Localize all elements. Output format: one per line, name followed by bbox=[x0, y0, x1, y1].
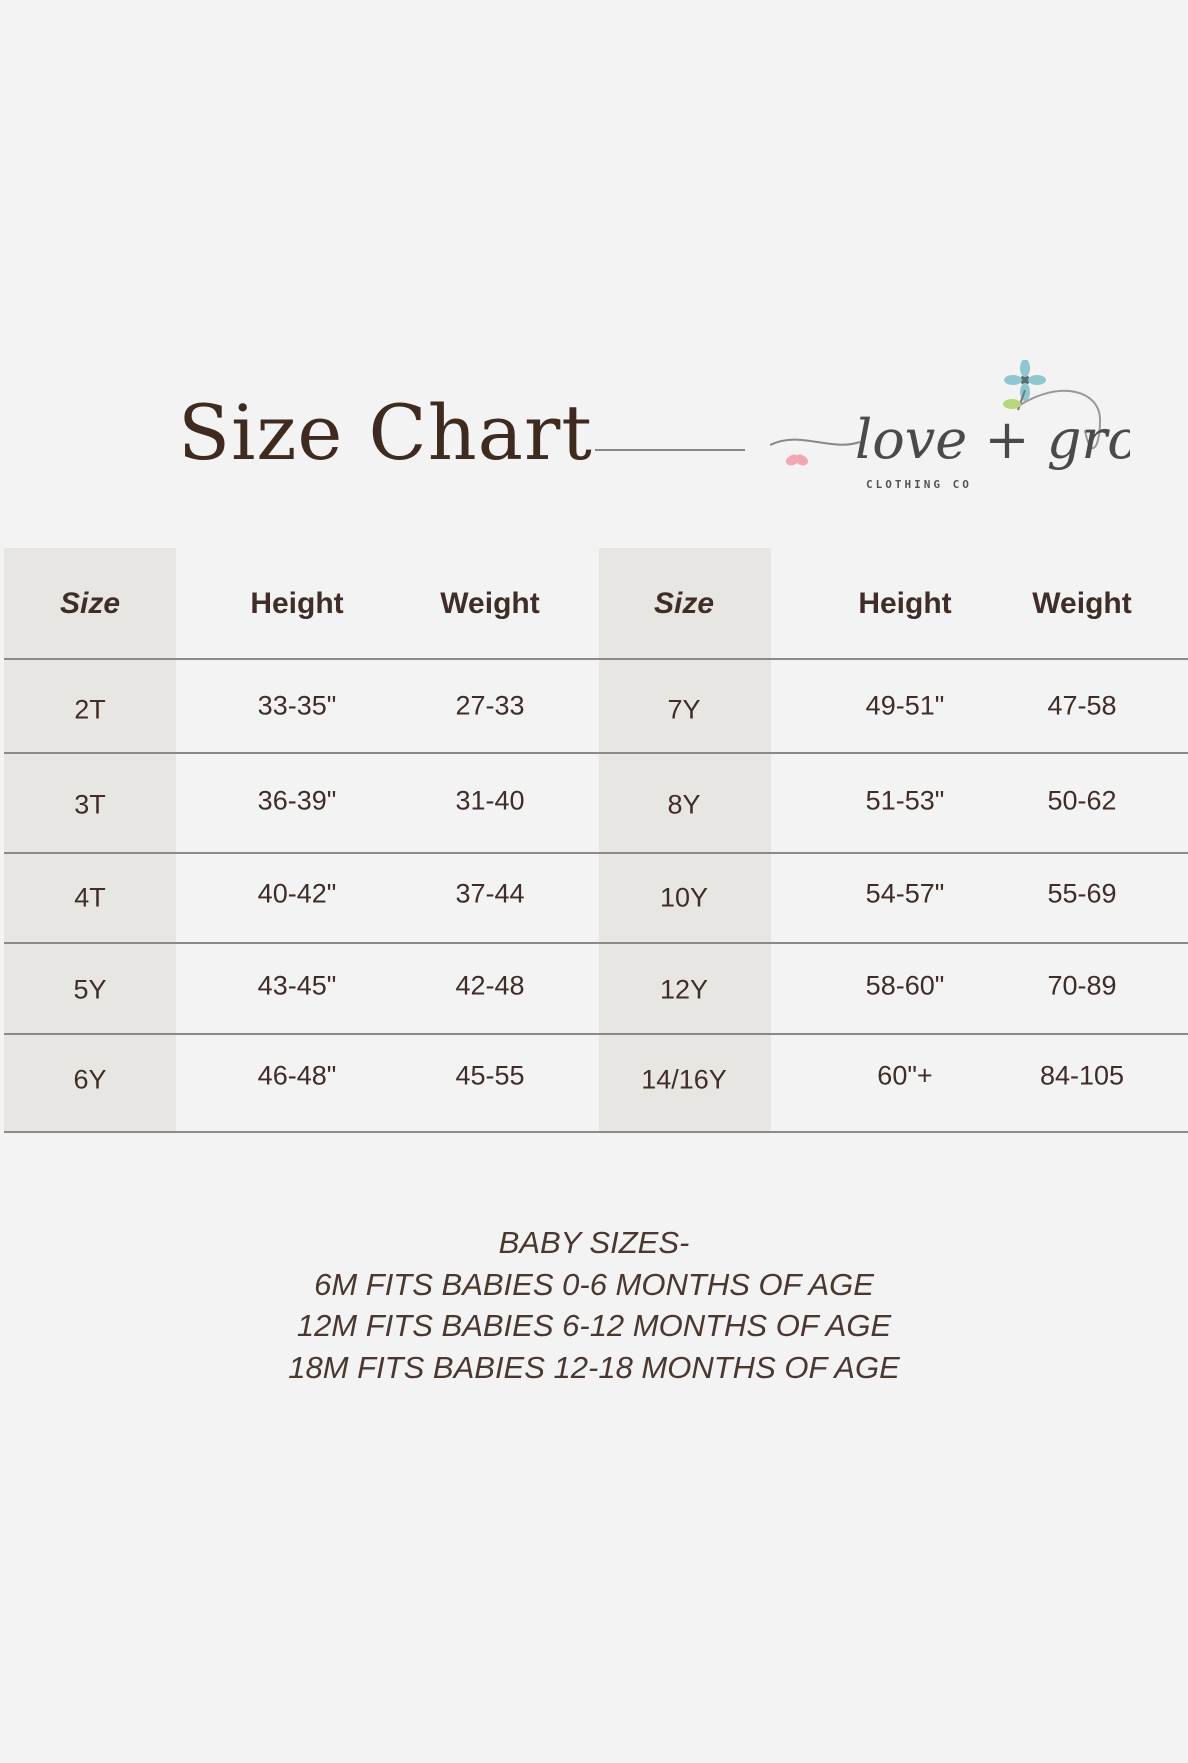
baby-sizes-note: BABY SIZES- 6M FITS BABIES 0-6 MONTHS OF… bbox=[0, 1222, 1188, 1388]
cell-size: 8Y bbox=[667, 789, 701, 820]
cell-size: 2T bbox=[74, 694, 106, 725]
logo-wordmark: love + grow bbox=[855, 408, 1130, 471]
flower-icon bbox=[1003, 359, 1046, 411]
cell-size: 14/16Y bbox=[641, 1064, 727, 1095]
cell-size: 7Y bbox=[667, 694, 701, 725]
size-table: Size Height Weight 2T 33-35" 27-33 3T 36-39" 31-… bbox=[4, 548, 1188, 1133]
cell-height: 58-60" bbox=[865, 970, 945, 1001]
cell-height: 51-53" bbox=[865, 785, 945, 816]
cell-weight: 84-105 bbox=[1039, 1060, 1125, 1091]
cell-height: 33-35" bbox=[257, 690, 337, 721]
cell-size: 4T bbox=[74, 882, 106, 913]
logo-graphic: love + grow CLOTHING CO bbox=[769, 359, 1186, 491]
cell-weight: 45-55 bbox=[455, 1060, 525, 1091]
header-size-right: Size bbox=[653, 587, 715, 620]
baby-size-line: 6M FITS BABIES 0-6 MONTHS OF AGE bbox=[314, 1266, 874, 1302]
brand-logo: love + grow CLOTHING CO bbox=[769, 359, 1186, 500]
cell-height: 60"+ bbox=[877, 1060, 933, 1091]
cell-weight: 42-48 bbox=[455, 970, 525, 1001]
cell-weight: 47-58 bbox=[1047, 690, 1117, 721]
size-column-shade-left bbox=[4, 548, 176, 1132]
row-divider bbox=[4, 1033, 1188, 1035]
title-divider bbox=[595, 449, 745, 451]
logo-subtext: CLOTHING CO bbox=[866, 478, 972, 491]
cell-height: 36-39" bbox=[257, 785, 337, 816]
cell-height: 49-51" bbox=[865, 690, 945, 721]
row-divider bbox=[4, 658, 1188, 660]
header-height-left: Height bbox=[250, 587, 344, 620]
row-divider bbox=[4, 942, 1188, 944]
cell-weight: 50-62 bbox=[1047, 785, 1117, 816]
row-divider bbox=[4, 852, 1188, 854]
cell-size: 5Y bbox=[73, 974, 107, 1005]
row-divider bbox=[4, 752, 1188, 754]
baby-sizes-heading: BABY SIZES- bbox=[498, 1225, 690, 1260]
baby-size-line: 12M FITS BABIES 6-12 MONTHS OF AGE bbox=[296, 1308, 892, 1343]
cell-height: 46-48" bbox=[257, 1060, 337, 1091]
cell-size: 10Y bbox=[659, 882, 709, 913]
cell-weight: 37-44 bbox=[455, 878, 525, 909]
size-column-shade-right bbox=[599, 548, 771, 1132]
cell-size: 6Y bbox=[73, 1064, 107, 1095]
cell-height: 40-42" bbox=[257, 878, 337, 909]
row-divider bbox=[4, 1131, 1188, 1133]
cell-weight: 55-69 bbox=[1047, 878, 1117, 909]
cell-weight: 31-40 bbox=[455, 785, 525, 816]
header-weight-right: Weight bbox=[1032, 587, 1132, 620]
baby-size-line: 18M FITS BABIES 12-18 MONTHS OF AGE bbox=[288, 1349, 900, 1385]
cell-weight: 27-33 bbox=[455, 690, 525, 721]
cell-size: 12Y bbox=[659, 974, 709, 1005]
header-height-right: Height bbox=[858, 587, 952, 620]
cell-height: 54-57" bbox=[865, 878, 945, 909]
cell-height: 43-45" bbox=[257, 970, 337, 1001]
header-size-left: Size bbox=[59, 587, 121, 620]
cell-size: 3T bbox=[74, 789, 106, 820]
header-weight-left: Weight bbox=[440, 587, 540, 620]
heart-icon bbox=[785, 454, 809, 466]
cell-weight: 70-89 bbox=[1047, 970, 1117, 1001]
page-title: Size Chart bbox=[178, 388, 593, 477]
